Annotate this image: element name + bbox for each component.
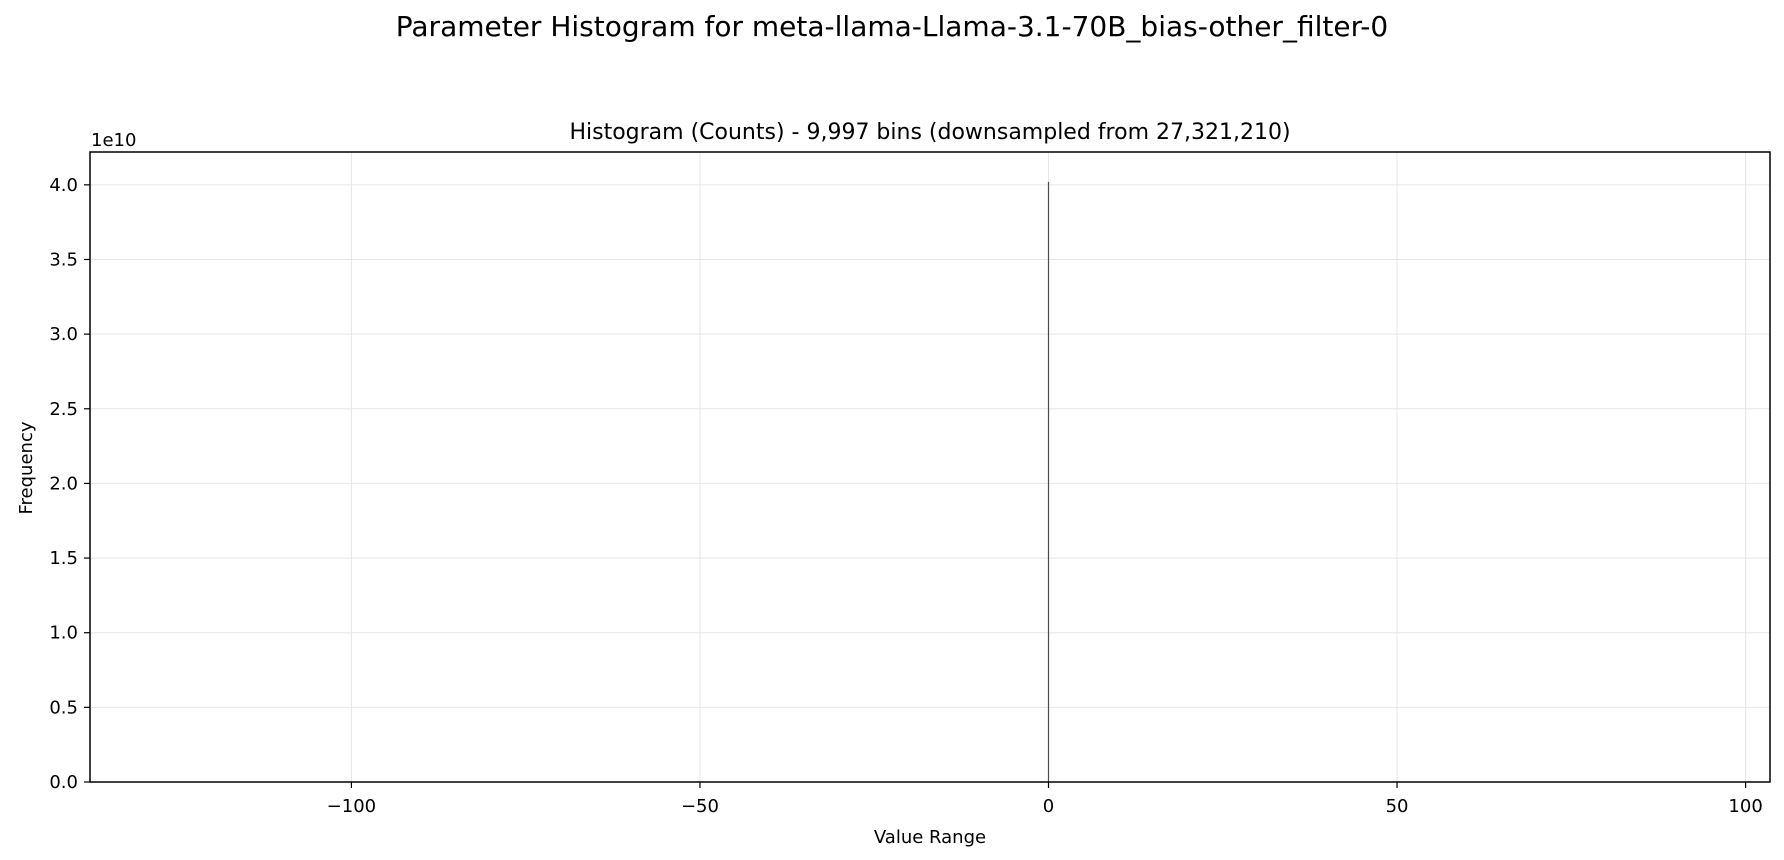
chart-title: Histogram (Counts) - 9,997 bins (downsam…	[569, 120, 1290, 145]
y-tick-label: 0.5	[49, 697, 78, 718]
x-axis-ticks: −100 −50 0 50 100	[327, 782, 1763, 817]
histogram-bar	[1047, 181, 1050, 783]
x-tick-label: −50	[681, 796, 719, 817]
x-tick-label: 50	[1386, 796, 1409, 817]
x-tick-label: 100	[1728, 796, 1762, 817]
y-tick-label: 2.5	[49, 399, 78, 420]
y-tick-label: 4.0	[49, 175, 78, 196]
x-tick-label: −100	[327, 796, 376, 817]
y-axis-label: Frequency	[16, 421, 37, 514]
grid-lines	[90, 152, 1770, 783]
x-axis-label: Value Range	[874, 827, 986, 848]
y-tick-label: 1.0	[49, 623, 78, 644]
y-tick-label: 3.5	[49, 249, 78, 270]
histogram-bars	[1047, 181, 1050, 783]
y-tick-label: 2.0	[49, 473, 78, 494]
y-tick-label: 3.0	[49, 324, 78, 345]
figure-title: Parameter Histogram for meta-llama-Llama…	[395, 10, 1389, 43]
y-tick-label: 0.0	[49, 772, 78, 793]
x-tick-label: 0	[1043, 796, 1054, 817]
y-axis-ticks: 0.0 0.5 1.0 1.5 2.0 2.5 3.0 3.5 4.0	[49, 175, 90, 793]
plot-area-frame	[89, 151, 1771, 783]
y-tick-label: 1.5	[49, 548, 78, 569]
y-axis-offset-label: 1e10	[91, 130, 136, 151]
